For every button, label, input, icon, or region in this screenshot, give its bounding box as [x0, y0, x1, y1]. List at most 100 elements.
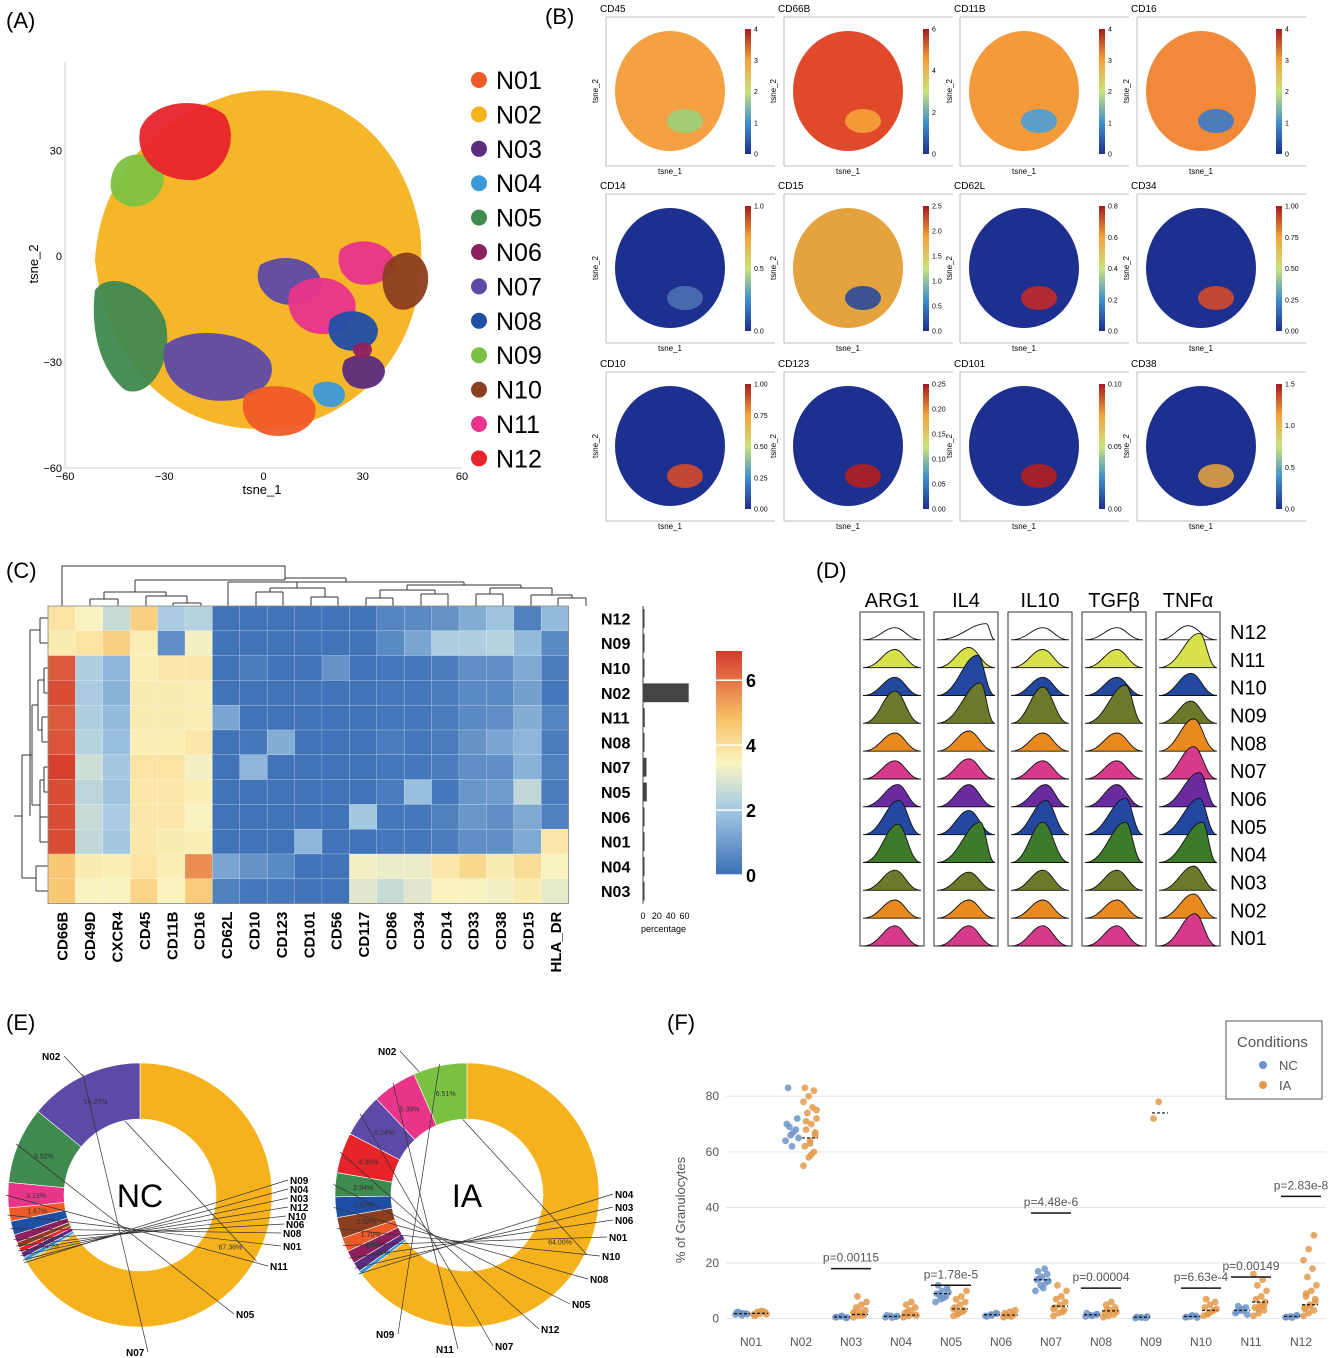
- panel-a-cluster-n09: [110, 154, 164, 207]
- panel-b-tsne-map: [969, 208, 1079, 328]
- panel-c-heatmap-cell: [349, 605, 378, 632]
- panel-f-y-tick: 20: [706, 1256, 720, 1270]
- panel-b-colorbar-tick: 0.4: [1108, 266, 1118, 273]
- panel-c-heatmap-cell: [403, 779, 432, 805]
- panel-e-slice-name: N05: [236, 1310, 255, 1321]
- panel-a-x-axis-title: tsne_1: [242, 482, 281, 497]
- panel-c-heatmap-cell: [403, 680, 432, 706]
- panel-c-heatmap-cell: [321, 853, 350, 880]
- panel-c-heatmap-cell: [184, 779, 213, 805]
- panel-c-heatmap-cell: [266, 704, 295, 731]
- panel-f-point-ia: [952, 1295, 960, 1303]
- panel-c-heatmap-cell: [75, 655, 104, 681]
- panel-b-y-axis-title: tsne_2: [769, 255, 778, 280]
- panel-a-legend-label: N03: [496, 136, 542, 164]
- panel-c-heatmap-cell: [321, 754, 350, 780]
- panel-d-density-ridge: [1010, 649, 1070, 669]
- panel-c-heatmap-cell: [403, 605, 432, 632]
- panel-b-tsne-map: [1146, 208, 1256, 328]
- panel-f-legend: Conditions NC IA: [1225, 1020, 1323, 1100]
- panel-d-density-ridge: [1010, 686, 1070, 724]
- panel-d-density-ridge: [862, 925, 922, 947]
- panel-c-heatmap-cell: [540, 729, 569, 756]
- panel-e-slice-name: N12: [541, 1325, 560, 1336]
- panel-f-point-nc: [1032, 1287, 1039, 1295]
- panel-e-leader-line: [22, 1188, 289, 1261]
- panel-f-pvalue-label: p=1.78e-5: [924, 1267, 979, 1281]
- panel-c-column-label: HLA_DR: [548, 911, 565, 972]
- panel-c-row-label: N07: [601, 760, 630, 777]
- panel-c-column-label: CD45: [137, 912, 154, 950]
- panel-d-density-ridge: [1158, 893, 1218, 919]
- panel-f-point-ia: [1305, 1245, 1313, 1253]
- panel-c-percentage-tick: 40: [666, 911, 676, 921]
- panel-b-y-axis-title: tsne_2: [945, 78, 954, 103]
- panel-f-x-tick: N08: [1090, 1335, 1112, 1349]
- panel-b-colorbar-tick: 4: [754, 27, 758, 34]
- panel-b-x-axis-title: tsne_1: [1189, 344, 1214, 353]
- panel-c-colorbar-tick-label: 6: [746, 671, 756, 691]
- panel-b-colorbar-tick: 0: [754, 152, 758, 159]
- panel-c-heatmap-cell: [47, 630, 76, 656]
- panel-b-colorbar-tick: 2.5: [932, 204, 942, 211]
- panel-f-point-ia: [859, 1311, 866, 1319]
- panel-e-leader-line: [354, 1206, 614, 1269]
- panel-b-colorbar-tick: 0.25: [1285, 297, 1299, 304]
- panel-b-colorbar-tick: 0.0: [1285, 507, 1295, 514]
- panel-e-leader-line: [348, 1219, 614, 1259]
- panel-c-heatmap-cell: [47, 828, 76, 855]
- panel-c-column-label: CD56: [329, 912, 346, 950]
- panel-c-heatmap-cell: [47, 804, 76, 830]
- panel-c-heatmap-cell: [486, 704, 515, 731]
- panel-c-heatmap-cell: [75, 630, 104, 656]
- panel-c-heatmap-cell: [458, 804, 487, 830]
- panel-f-point-nc: [945, 1288, 952, 1296]
- panel-c-column-dendrogram: [227, 577, 521, 600]
- panel-e-slice-name: N08: [590, 1275, 609, 1286]
- panel-c-heatmap-cell: [239, 704, 268, 731]
- panel-e-slice-percent: 2.50%: [354, 1203, 374, 1210]
- panel-b-tsne-map: [1146, 386, 1256, 506]
- panel-b-colorbar-tick: 2: [1285, 89, 1289, 96]
- panel-f-point-nc: [843, 1314, 851, 1321]
- panel-e-slice-percent: 1.70%: [361, 1232, 381, 1239]
- panel-b-colorbar-tick: 0.10: [932, 457, 946, 464]
- panel-f-point-ia: [911, 1304, 919, 1311]
- panel-e-leader-line: [7, 1214, 282, 1247]
- panel-c-colorbar-ticks: 0 2 4 6: [716, 671, 756, 886]
- panel-f-point-ia: [1150, 1115, 1157, 1122]
- panel-letter-f: (F): [667, 1010, 695, 1035]
- panel-d-row-label: N04: [1230, 845, 1267, 867]
- panel-b-colorbar-tick: 2: [1108, 89, 1112, 96]
- panel-b-x-axis-title: tsne_1: [1012, 522, 1037, 531]
- panel-f-point-ia: [1300, 1312, 1307, 1320]
- panel-f-point-nc: [793, 1115, 801, 1122]
- panel-c-heatmap-cell: [294, 729, 323, 756]
- panel-d-density-ridge: [862, 690, 922, 724]
- panel-c-heatmap-cell: [349, 828, 378, 855]
- panel-b-tsne-map: [615, 31, 725, 151]
- panel-a-cluster-n07: [163, 333, 272, 401]
- panel-f-point-ia: [810, 1087, 818, 1095]
- panel-e-slice-name: N02: [42, 1052, 61, 1063]
- panel-b-colorbar-tick: 0.5: [932, 304, 942, 311]
- panel-b-colorbar-tick: 0.15: [932, 432, 946, 439]
- panel-c-heatmap-cell: [403, 828, 432, 855]
- panel-f-point-ia: [800, 1162, 807, 1170]
- panel-f-point-nc: [1293, 1311, 1301, 1319]
- panel-c-percentage-bar: [643, 832, 645, 851]
- panel-c-dendrograms: [14, 565, 587, 892]
- panel-c-heatmap-cell: [47, 655, 76, 681]
- panel-b-marker-title: CD38: [1131, 359, 1157, 370]
- panel-c-heatmap-cell: [266, 853, 295, 880]
- panel-a-cluster-n04: [312, 381, 345, 407]
- panel-c-heatmap-cell: [157, 704, 186, 731]
- panel-b-x-axis-title: tsne_1: [836, 344, 861, 353]
- panel-b-marker-title: CD101: [954, 359, 986, 370]
- panel-f-point-ia: [1059, 1308, 1066, 1316]
- panel-c-heatmap-cell: [376, 779, 405, 805]
- panel-c-row-dendrogram: [14, 617, 48, 892]
- panel-c-row-label: N03: [601, 884, 630, 901]
- panel-f-point-nc: [1043, 1270, 1051, 1278]
- panel-b-marker-title: CD10: [600, 359, 626, 370]
